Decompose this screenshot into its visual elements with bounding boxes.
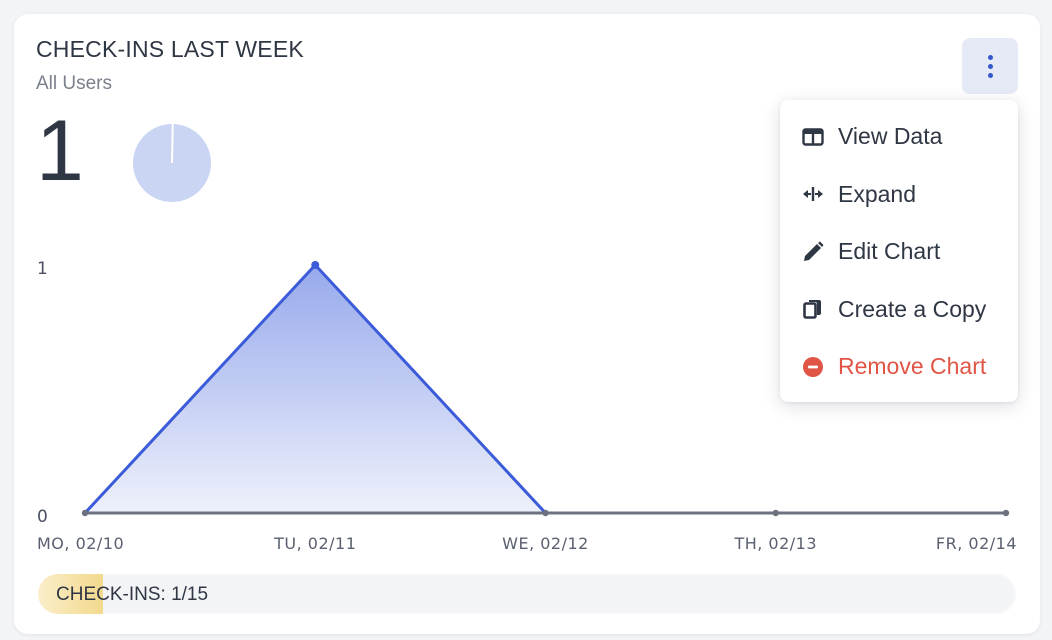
data-point — [311, 261, 320, 269]
more-options-button[interactable] — [962, 38, 1018, 94]
kebab-dot-icon — [987, 63, 993, 69]
data-point — [81, 509, 89, 517]
series-line-segment — [313, 263, 547, 515]
kebab-dot-icon — [987, 54, 993, 60]
chart-title: CHECK-INS LAST WEEK — [36, 36, 304, 62]
menu-item-label: Remove Chart — [838, 353, 987, 380]
menu-item-remove-chart[interactable]: Remove Chart — [780, 338, 1018, 396]
x-tick-label: TH, 02/13 — [733, 534, 817, 553]
mini-pie-chart — [133, 123, 211, 202]
data-point — [542, 509, 549, 517]
x-tick-label: WE, 02/12 — [502, 534, 589, 553]
menu-item-label: View Data — [838, 123, 943, 150]
mini-pie-slice — [171, 123, 174, 164]
progress-fill — [38, 574, 104, 614]
chart-options-menu: View Data Expand Edit Chart Create a Cop… — [780, 100, 1018, 402]
x-tick-label: TU, 02/11 — [273, 534, 356, 553]
progress-label: CHECK-INS: 1/15 — [56, 584, 209, 605]
table-icon — [802, 126, 824, 148]
copy-icon — [802, 298, 824, 320]
menu-item-label: Expand — [838, 180, 917, 207]
data-point — [1002, 509, 1010, 517]
minus-circle-icon — [802, 356, 824, 378]
menu-item-view-data[interactable]: View Data — [780, 108, 1018, 166]
y-tick-label: 1 — [37, 259, 48, 279]
pencil-icon — [802, 241, 824, 263]
checkins-progress-bar: CHECK-INS: 1/15 — [38, 574, 1016, 614]
total-value: 1 — [36, 103, 84, 199]
x-tick-label: FR, 02/14 — [936, 534, 1017, 553]
x-tick-label: MO, 02/10 — [37, 534, 124, 553]
y-tick-label: 0 — [37, 507, 48, 527]
menu-item-edit-chart[interactable]: Edit Chart — [780, 223, 1018, 281]
kebab-dot-icon — [987, 72, 993, 78]
expand-icon — [802, 183, 824, 205]
menu-item-label: Create a Copy — [838, 295, 987, 322]
menu-item-expand[interactable]: Expand — [780, 166, 1018, 224]
series-line-segment — [83, 263, 317, 515]
area-fill — [85, 265, 1006, 513]
chart-subtitle: All Users — [36, 73, 113, 94]
menu-item-label: Edit Chart — [838, 238, 941, 265]
data-point — [772, 509, 779, 517]
menu-item-create-copy[interactable]: Create a Copy — [780, 281, 1018, 339]
